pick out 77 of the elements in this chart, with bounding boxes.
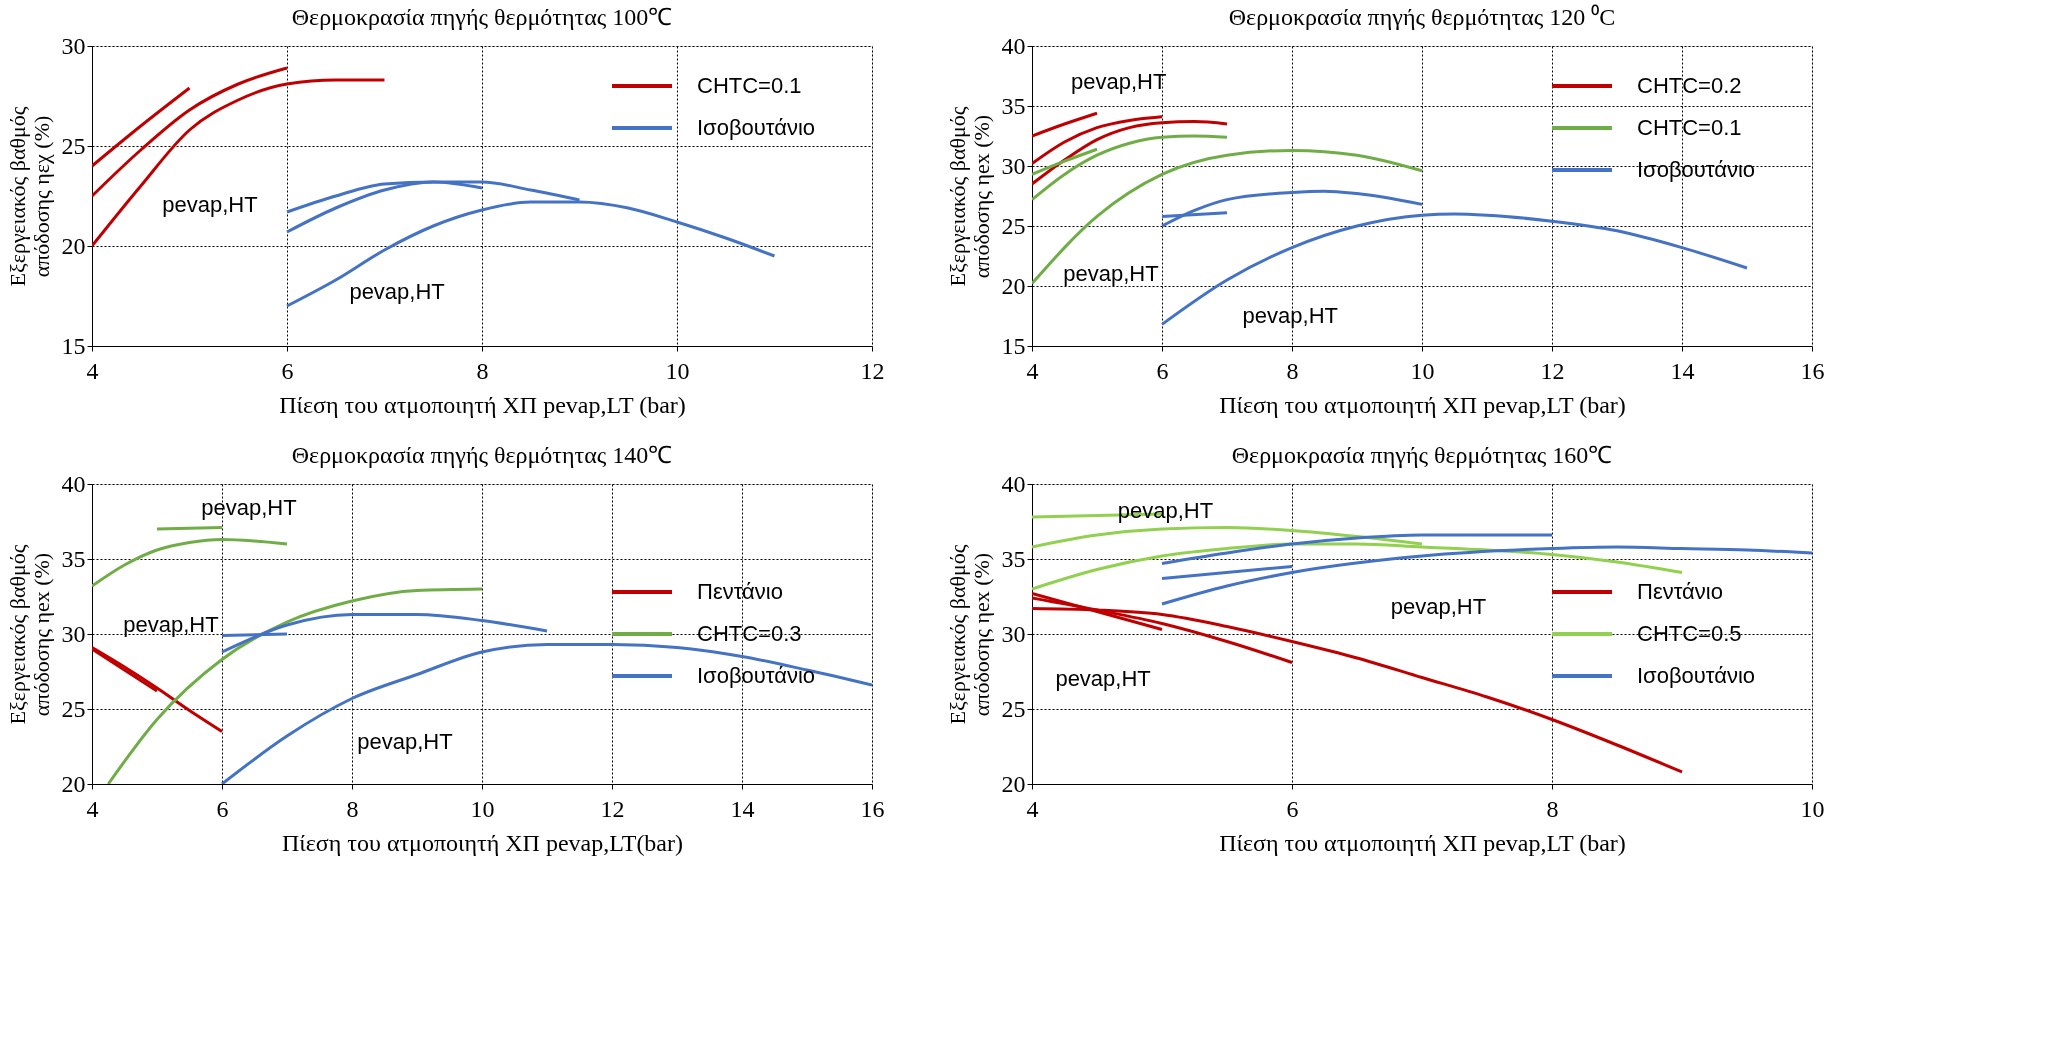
y-axis-title: Εξεργειακός βαθμός απόδοσης ηex (%) [944,106,994,287]
y-axis-title: Εξεργειακός βαθμός απόδοσης ηex (%) [944,544,994,725]
x-tick-label: 8 [1546,795,1559,822]
annotation: pevap,HT [1071,69,1167,94]
annotation: pevap,HT [349,279,445,304]
x-tick-label: 4 [1026,795,1039,822]
legend-label: Ισοβουτάνιο [697,663,816,688]
chart-title: Θερμοκρασία πηγής θερμότητας 100℃ [291,4,673,30]
x-tick-label: 12 [860,357,885,384]
y-axis-title: Εξεργειακός βαθμός απόδοσης ηεχ (%) [4,106,54,287]
x-tick-label: 6 [1286,795,1299,822]
chart-title: Θερμοκρασία πηγής θερμότητας 120 ⁰C [1228,4,1616,30]
y-tick-label: 15 [61,332,86,359]
x-tick-label: 8 [476,357,489,384]
y-tick-label: 35 [61,545,86,572]
y-tick-label: 40 [1001,470,1026,497]
annotation: pevap,HT [162,192,258,217]
x-tick-label: 6 [1156,357,1169,384]
x-tick-label: 16 [1800,357,1825,384]
x-tick-label: 10 [665,357,690,384]
x-tick-label: 8 [346,795,359,822]
legend-label: CHTC=0.5 [1637,621,1742,646]
x-tick-label: 4 [1026,357,1039,384]
chart-title: Θερμοκρασία πηγής θερμότητας 160℃ [1231,442,1613,468]
y-tick-label: 20 [61,770,86,797]
y-tick-label: 30 [1001,620,1026,647]
y-tick-label: 15 [1001,332,1026,359]
annotation: pevap,HT [1117,498,1214,523]
chart-title: Θερμοκρασία πηγής θερμότητας 140℃ [291,442,673,468]
x-tick-label: 12 [600,795,625,822]
legend-label: Ισοβουτάνιο [697,115,816,140]
y-tick-label: 30 [1001,152,1026,179]
x-tick-label: 6 [216,795,229,822]
x-tick-label: 6 [281,357,294,384]
x-tick-label: 14 [1670,357,1695,384]
x-tick-label: 14 [730,795,755,822]
x-tick-label: 8 [1286,357,1299,384]
x-axis-title: Πίεση του ατμοποιητή ΧΠ pevap,LT (bar) [1219,829,1626,856]
x-tick-label: 4 [86,795,99,822]
legend-label: Πεντάνιο [697,579,783,604]
x-axis-title: Πίεση του ατμοποιητή ΧΠ pevap,LT(bar) [281,829,684,856]
y-axis-title: Εξεργειακός βαθμός απόδοσης ηex (%) [4,544,54,725]
y-tick-label: 25 [61,132,86,159]
x-tick-label: 10 [1410,357,1435,384]
y-tick-label: 40 [61,470,86,497]
x-tick-label: 16 [860,795,885,822]
y-tick-label: 25 [61,695,86,722]
annotation: pevap,HT [1055,666,1151,691]
legend-label: CHTC=0.1 [1637,115,1742,140]
y-tick-label: 20 [61,232,86,259]
legend-label: Πεντάνιο [1637,579,1723,604]
y-tick-label: 35 [1001,92,1026,119]
y-tick-label: 25 [1001,695,1026,722]
y-tick-label: 25 [1001,212,1026,239]
annotation: pevap,HT [1390,594,1487,619]
y-tick-label: 20 [1001,770,1026,797]
x-tick-label: 10 [470,795,495,822]
y-tick-label: 20 [1001,272,1026,299]
annotation: pevap,HT [1063,261,1159,286]
x-axis-title: Πίεση του ατμοποιητή ΧΠ pevap,LT (bar) [1219,391,1626,418]
y-tick-label: 35 [1001,545,1026,572]
annotation: pevap,HT [357,729,453,754]
annotation: pevap,HT [123,612,219,637]
x-tick-label: 4 [86,357,99,384]
legend-label: CHTC=0.1 [697,73,802,98]
legend-label: CHTC=0.3 [697,621,802,646]
annotation: pevap,HT [1242,303,1338,328]
legend-label: CHTC=0.2 [1637,73,1742,98]
x-axis-title: Πίεση του ατμοποιητή ΧΠ pevap,LT (bar) [279,391,686,418]
y-tick-label: 30 [61,620,86,647]
x-tick-label: 12 [1540,357,1565,384]
legend-label: Ισοβουτάνιο [1637,157,1756,182]
legend-label: Ισοβουτάνιο [1637,663,1756,688]
y-tick-label: 30 [61,32,86,59]
y-tick-label: 40 [1001,32,1026,59]
x-tick-label: 10 [1800,795,1825,822]
annotation: pevap,HT [201,495,297,520]
